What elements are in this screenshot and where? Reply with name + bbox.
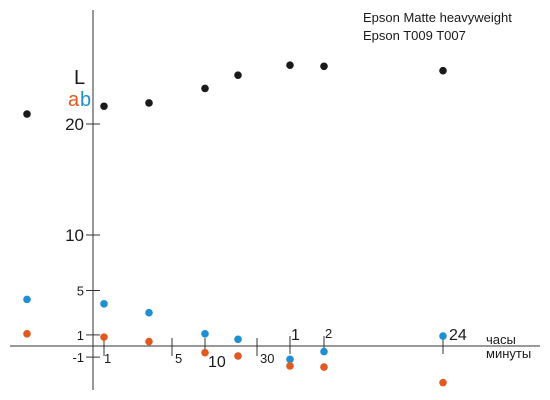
point-a-7 xyxy=(439,378,447,387)
x-tick-label-minutes: 10 xyxy=(208,354,226,371)
x-tick-label-hours: 24 xyxy=(449,327,467,344)
point-a-6 xyxy=(320,363,328,371)
point-L-3 xyxy=(201,84,209,93)
point-b-5 xyxy=(286,355,294,364)
point-a-3 xyxy=(201,348,209,357)
point-L-0 xyxy=(23,110,31,118)
point-b-4 xyxy=(234,335,242,344)
point-a-4 xyxy=(234,352,242,360)
x-tick-label-hours: 2 xyxy=(325,326,332,341)
point-b-3 xyxy=(201,329,209,338)
y-label-b: b xyxy=(80,89,91,111)
y-label-L: L xyxy=(74,67,85,89)
point-b-1 xyxy=(100,300,108,308)
x-tick-label-minutes: 1 xyxy=(104,351,111,366)
point-a-0 xyxy=(23,329,31,338)
point-L-6 xyxy=(320,62,328,71)
point-L-2 xyxy=(145,99,153,107)
x-tick-label-minutes: 5 xyxy=(175,351,182,366)
x-unit-minutes: минуты xyxy=(486,346,531,361)
point-L-4 xyxy=(234,71,242,79)
y-tick-labels: 20 10 5 1 -1 La b xyxy=(65,67,91,365)
point-a-5 xyxy=(286,362,294,370)
point-L-5 xyxy=(286,61,294,69)
y-tick-label: 20 xyxy=(65,115,84,134)
point-b-7 xyxy=(439,332,447,340)
point-b-2 xyxy=(145,308,153,317)
point-L-7 xyxy=(439,66,447,75)
y-tick-label: 5 xyxy=(77,284,84,299)
data-points xyxy=(23,61,447,387)
y-tick-label: 1 xyxy=(77,328,84,343)
x-unit-hours: часы xyxy=(486,332,516,347)
point-b-0 xyxy=(23,295,31,304)
x-tick-label-hours: 1 xyxy=(291,327,300,344)
chart-title-line-2: Epson T009 T007 xyxy=(363,28,466,43)
chart-title-line-1: Epson Matte heavyweight xyxy=(363,10,512,25)
point-a-2 xyxy=(145,337,153,346)
y-tick-label: 10 xyxy=(65,226,84,245)
point-a-1 xyxy=(100,333,108,341)
x-tick-label-minutes: 30 xyxy=(260,351,274,366)
point-b-6 xyxy=(320,347,328,356)
point-L-1 xyxy=(100,102,108,111)
y-tick-label: -1 xyxy=(72,350,84,365)
chart-axes xyxy=(10,10,540,390)
y-label-a: a xyxy=(68,89,80,111)
